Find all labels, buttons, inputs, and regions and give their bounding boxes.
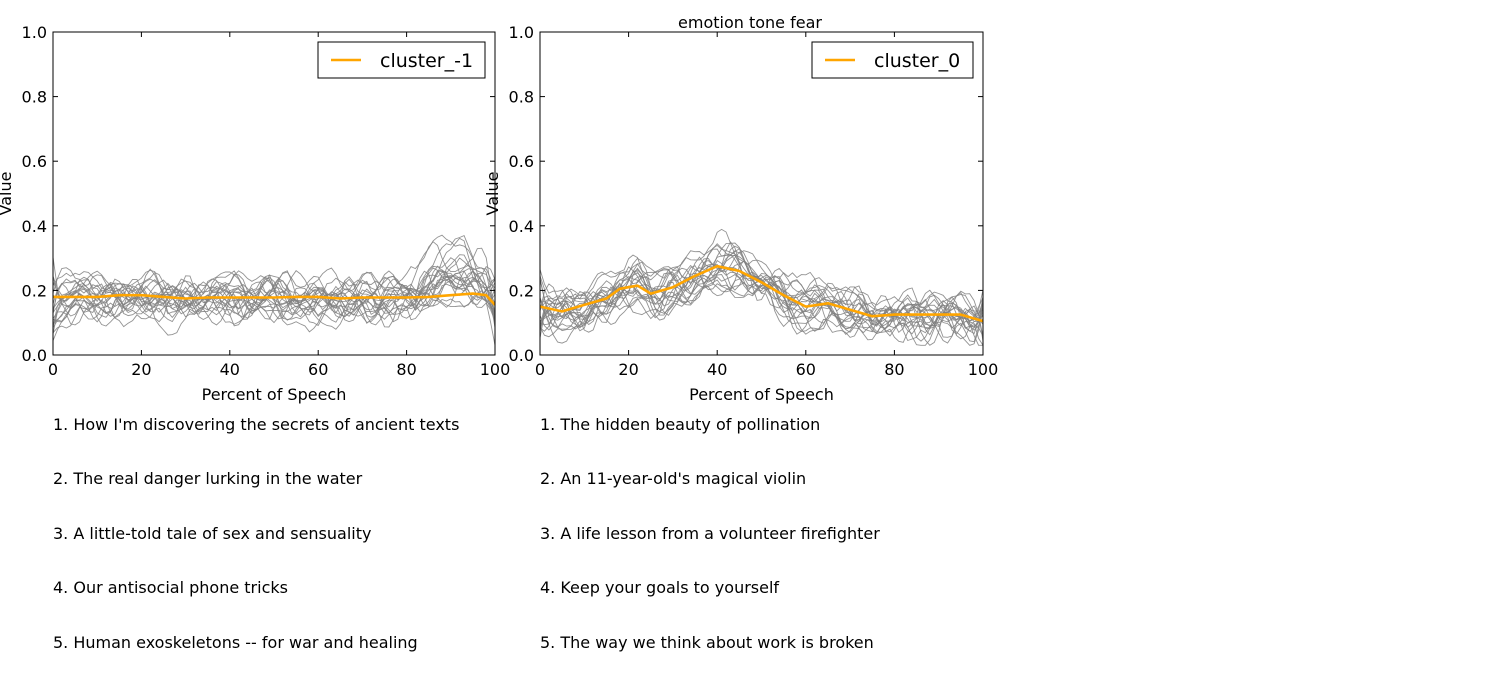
y-tick-label: 0.2 [22, 281, 47, 300]
y-tick-label: 0.8 [22, 88, 47, 107]
talk-list-item: 1. The hidden beauty of pollination [540, 415, 821, 434]
speech-trace-line [540, 274, 983, 346]
talk-list-item: 4. Keep your goals to yourself [540, 578, 780, 597]
axes-frame [539, 31, 984, 356]
y-tick-label: 0.2 [509, 281, 534, 300]
talk-list-item: 5. The way we think about work is broken [540, 633, 874, 652]
speech-trace-line [540, 276, 983, 346]
speech-trace-line [540, 260, 983, 333]
speech-trace-line [53, 264, 495, 327]
y-axis-label: Value [0, 172, 15, 216]
axes-frame [52, 31, 496, 356]
talk-list-item: 2. The real danger lurking in the water [53, 469, 363, 488]
y-tick-label: 1.0 [509, 23, 534, 42]
x-tick-label: 40 [220, 360, 240, 379]
x-tick-label: 80 [884, 360, 904, 379]
speech-trace-line [53, 257, 495, 330]
speech-trace-line [53, 274, 495, 323]
speech-trace-line [53, 241, 495, 316]
x-tick-label: 60 [796, 360, 816, 379]
x-axis-label: Percent of Speech [202, 385, 347, 404]
talk-list-item: 3. A little-told tale of sex and sensual… [53, 524, 372, 543]
y-tick-label: 0.0 [509, 346, 534, 365]
x-tick-label: 100 [480, 360, 511, 379]
x-tick-label: 20 [618, 360, 638, 379]
y-tick-label: 0.0 [22, 346, 47, 365]
legend: cluster_-1 [317, 41, 486, 79]
speech-trace-line [540, 267, 983, 346]
x-tick-label: 0 [48, 360, 58, 379]
y-tick-label: 1.0 [22, 23, 47, 42]
figure-title: emotion tone fear [678, 13, 822, 32]
y-tick-label: 0.8 [509, 88, 534, 107]
y-tick-label: 0.6 [22, 152, 47, 171]
speech-trace-line [540, 259, 983, 338]
y-tick-label: 0.6 [509, 152, 534, 171]
speech-trace-line [53, 234, 495, 310]
x-tick-label: 80 [396, 360, 416, 379]
speech-trace-line [53, 273, 495, 335]
x-tick-label: 0 [535, 360, 545, 379]
talk-list-item: 2. An 11-year-old's magical violin [540, 469, 807, 488]
speech-trace-line [540, 228, 983, 324]
cluster-mean-line [53, 292, 495, 306]
plot-area [540, 228, 983, 346]
speech-trace-line [53, 276, 495, 326]
speech-trace-line [53, 277, 495, 346]
x-tick-label: 60 [308, 360, 328, 379]
x-tick-label: 40 [707, 360, 727, 379]
legend-label: cluster_-1 [380, 50, 473, 72]
x-tick-label: 20 [131, 360, 151, 379]
talk-list-item: 3. A life lesson from a volunteer firefi… [540, 524, 880, 543]
legend-label: cluster_0 [874, 50, 960, 72]
y-tick-label: 0.4 [509, 217, 534, 236]
speech-trace-line [53, 267, 495, 325]
y-axis-label: Value [483, 172, 502, 216]
legend: cluster_0 [811, 41, 974, 79]
cluster-mean-line [540, 264, 983, 323]
y-tick-label: 0.4 [22, 217, 47, 236]
chart-panel-cluster-minus-1: 0 20 40 60 80 100 0.0 0.2 0.4 0.6 0.8 1.0 Percent of… [0, 23, 510, 404]
talk-list-item: 1. How I'm discovering the secrets of an… [53, 415, 460, 434]
speech-trace-line [53, 257, 495, 323]
x-tick-label: 100 [968, 360, 999, 379]
speech-trace-line [540, 248, 983, 339]
plot-area [53, 234, 495, 346]
talk-list-item: 4. Our antisocial phone tricks [53, 578, 288, 597]
talk-list-item: 5. Human exoskeletons -- for war and hea… [53, 633, 418, 652]
x-axis-label: Percent of Speech [689, 385, 834, 404]
